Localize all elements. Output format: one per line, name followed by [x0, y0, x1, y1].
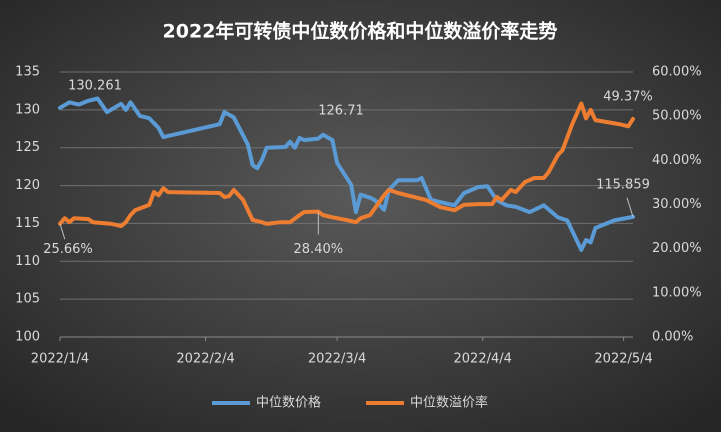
x-tick-label: 2022/1/4 — [31, 352, 89, 367]
y-tick-label: 125 — [15, 140, 40, 155]
data-label: 25.66% — [43, 242, 93, 257]
series-line — [58, 101, 635, 229]
y2-tick-label: 50.00% — [652, 109, 702, 124]
y2-tick-label: 10.00% — [652, 285, 702, 300]
legend-label: 中位数溢价率 — [410, 395, 488, 411]
y2-tick-label: 20.00% — [652, 241, 702, 256]
y-tick-label: 105 — [15, 292, 40, 307]
y-tick-label: 100 — [15, 330, 40, 345]
y-tick-label: 110 — [15, 254, 40, 269]
y-tick-label: 120 — [15, 178, 40, 193]
x-tick-label: 2022/3/4 — [308, 352, 366, 367]
data-label: 28.40% — [294, 242, 344, 257]
label-leader — [59, 223, 66, 240]
series-line — [58, 96, 635, 252]
y2-tick-label: 60.00% — [652, 65, 702, 80]
y-tick-label: 135 — [15, 65, 40, 80]
y2-tick-label: 40.00% — [652, 153, 702, 168]
x-tick-label: 2022/5/4 — [594, 352, 652, 367]
x-tick-label: 2022/4/4 — [454, 352, 512, 367]
label-leader — [626, 197, 634, 218]
data-label: 49.37% — [603, 89, 653, 104]
y-tick-label: 130 — [15, 102, 40, 117]
y2-tick-label: 30.00% — [652, 197, 702, 212]
y-tick-label: 115 — [15, 216, 40, 231]
y2-tick-label: 0.00% — [652, 330, 693, 345]
data-label: 126.71 — [318, 103, 364, 118]
data-label: 115.859 — [596, 177, 650, 192]
legend-label: 中位数价格 — [256, 395, 321, 411]
x-tick-label: 2022/2/4 — [176, 352, 234, 367]
data-label: 130.261 — [68, 78, 122, 93]
chart-title: 2022年可转债中位数价格和中位数溢价率走势 — [163, 20, 558, 43]
